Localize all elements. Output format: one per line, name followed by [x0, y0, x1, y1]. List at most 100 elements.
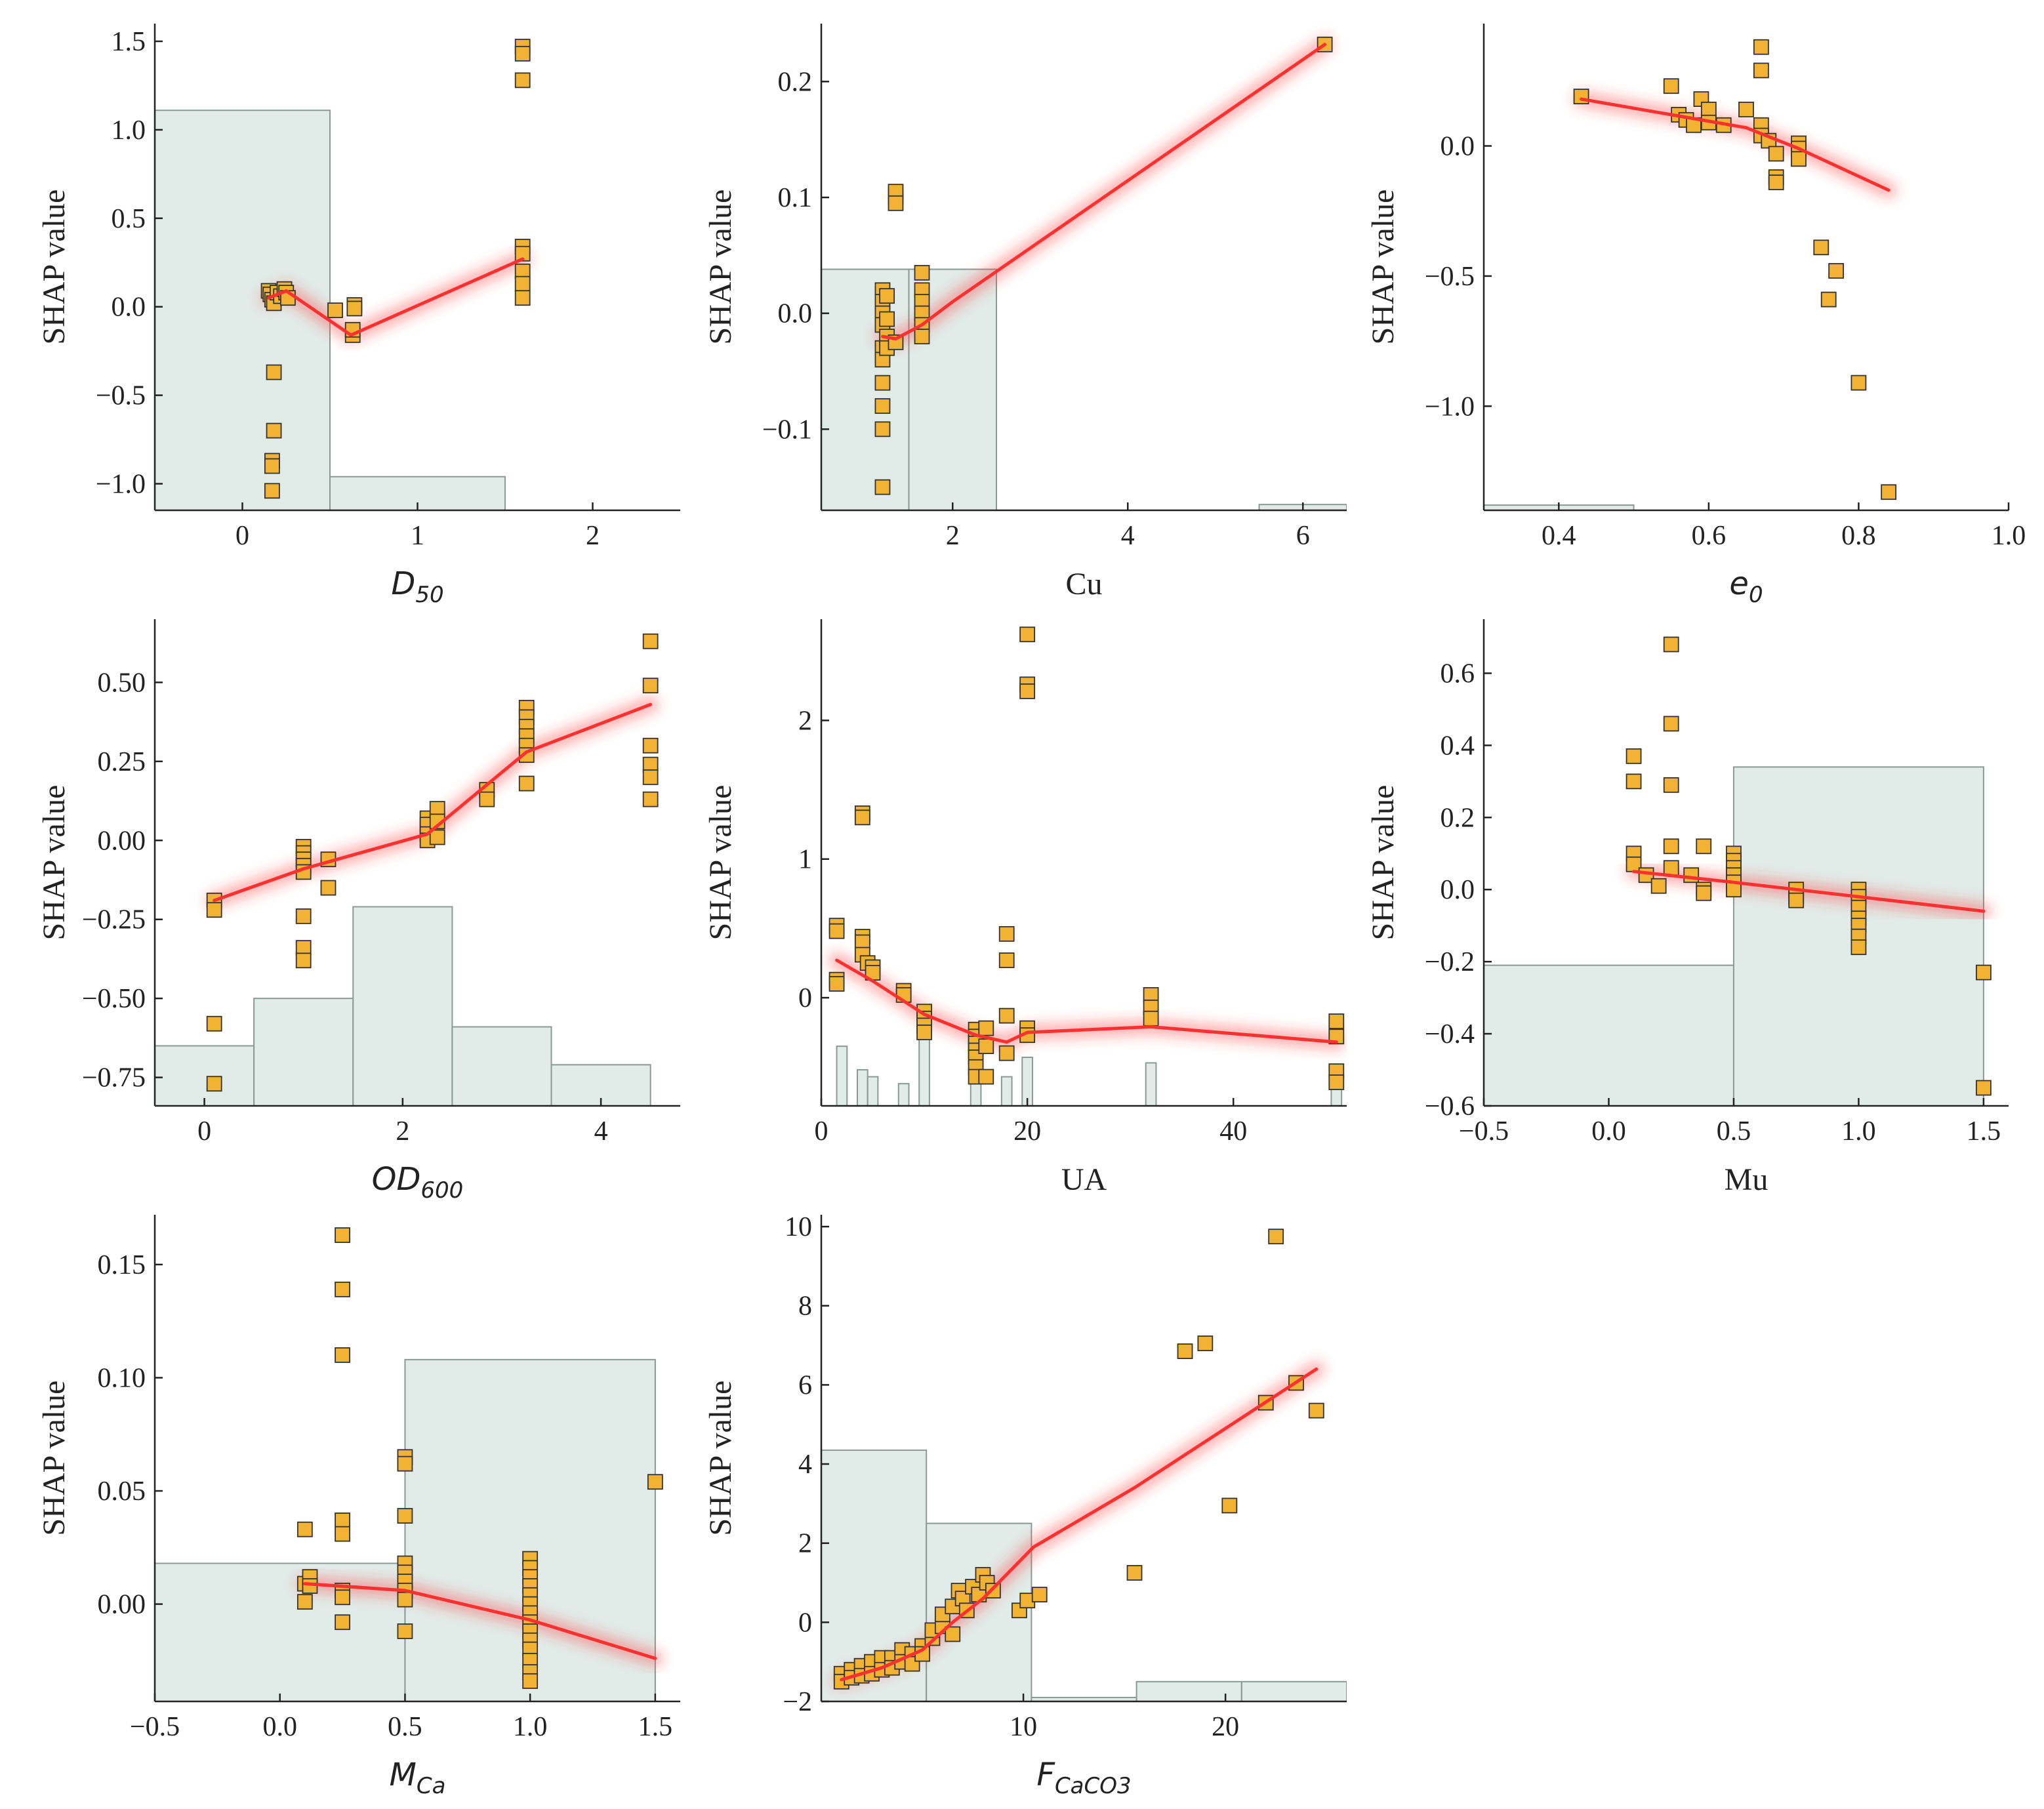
x-tick-label: 4: [594, 1116, 608, 1147]
panel-d50: 0 1 2 −1.0 −0.5 0.0 0.5 1.0 1.5 SHAP value D50: [37, 24, 680, 608]
shap-point-6: [1700, 102, 1717, 117]
shap-point-6: [874, 375, 891, 391]
x-axis-label: UA: [1061, 1162, 1107, 1197]
y-tick-label: 0.2: [1441, 803, 1475, 833]
shap-point-11: [335, 1589, 350, 1606]
y-tick-label: 0: [798, 1608, 812, 1638]
plot-area: [821, 35, 1347, 510]
shap-point-41: [1328, 1028, 1345, 1045]
histogram-bar-4: [918, 1038, 930, 1106]
shap-point-26: [978, 1038, 994, 1054]
y-tick-label: −0.5: [1425, 262, 1475, 292]
x-tick-label: 1.5: [1967, 1116, 2001, 1147]
shap-point-1: [206, 902, 222, 918]
y-tick-label: 0.15: [98, 1250, 146, 1280]
shap-point-29: [518, 775, 535, 792]
y-tick-label: −0.1: [762, 415, 812, 445]
plot-area: [1484, 636, 1992, 1106]
shap-point-1: [828, 923, 845, 939]
shap-point-32: [642, 737, 659, 754]
shap-point-25: [514, 275, 531, 292]
y-tick-label: 4: [798, 1450, 812, 1480]
y-tick-label: −0.50: [82, 984, 146, 1014]
shap-point-20: [514, 45, 531, 62]
y-tick-label: −0.5: [96, 381, 146, 411]
x-tick-label: 20: [1212, 1712, 1239, 1742]
y-tick-label: −0.6: [1425, 1091, 1475, 1122]
shap-point-17: [888, 195, 904, 211]
x-axis-label: e0: [1729, 565, 1763, 608]
shap-point-32: [1976, 1080, 1992, 1096]
y-tick-label: 0.4: [1441, 731, 1475, 761]
x-tick-label: 0: [197, 1116, 211, 1147]
y-tick-label: 0.0: [1441, 131, 1475, 161]
shap-point-37: [1197, 1335, 1214, 1351]
shap-point-12: [264, 458, 280, 474]
shap-point-7: [1663, 716, 1679, 732]
shap-point-10: [1753, 39, 1769, 55]
trend-line: [1632, 870, 1986, 913]
shap-point-25: [978, 1020, 994, 1036]
shap-point-17: [1768, 174, 1784, 190]
x-axis-label: Cu: [1065, 567, 1102, 601]
shap-point-23: [1828, 263, 1845, 279]
y-tick-label: 6: [798, 1370, 812, 1400]
x-tick-label: 4: [1121, 521, 1135, 551]
shap-point-6: [1663, 636, 1679, 653]
x-tick-label: 6: [1296, 521, 1310, 551]
x-tick-label: 40: [1219, 1116, 1247, 1147]
shap-point-27: [978, 1068, 994, 1085]
shap-point-2: [296, 1594, 313, 1610]
y-tick-label: 0.00: [98, 826, 146, 856]
y-axis-label: SHAP value: [703, 190, 738, 345]
shap-point-26: [514, 290, 531, 306]
shap-point-11: [1753, 62, 1769, 79]
shap-point-21: [514, 72, 531, 89]
shap-point-5: [854, 809, 870, 826]
shap-point-13: [320, 880, 337, 896]
x-tick-label: 0.8: [1841, 521, 1876, 551]
trend-line-glow: [1572, 91, 1898, 199]
shap-point-14: [327, 302, 343, 319]
x-tick-label: 0: [235, 521, 249, 551]
shap-point-40: [1328, 1013, 1345, 1029]
shap-point-9: [266, 364, 282, 380]
x-tick-label: 0.4: [1542, 521, 1576, 551]
shap-point-10: [1663, 860, 1679, 876]
shap-point-9: [1738, 102, 1754, 117]
shap-point-42: [1308, 1402, 1324, 1419]
x-tick-label: 1: [411, 521, 424, 551]
shap-point-9: [295, 908, 312, 924]
shap-point-2: [206, 1015, 222, 1032]
shap-point-14: [1696, 885, 1712, 901]
x-axis-label: D50: [391, 565, 443, 608]
shap-point-20: [1791, 151, 1807, 167]
y-tick-label: 1: [798, 845, 812, 875]
shap-point-23: [945, 1626, 961, 1642]
shap-point-9: [335, 1526, 350, 1542]
plot-area: [1484, 39, 1898, 510]
x-tick-label: −0.5: [130, 1712, 180, 1742]
y-tick-label: 2: [798, 1529, 812, 1559]
trend-line: [835, 958, 1338, 1044]
trend-line: [881, 43, 1327, 340]
histogram-bar-3: [897, 1083, 910, 1106]
histogram-bar-1: [856, 1069, 869, 1106]
shap-point-30: [642, 633, 659, 649]
x-tick-label: 20: [1013, 1116, 1041, 1147]
shap-point-3: [828, 976, 845, 992]
shap-point-11: [295, 952, 312, 969]
histogram-bar-6: [1000, 1076, 1013, 1106]
y-tick-label: 1.0: [112, 115, 146, 146]
shap-point-1: [1625, 773, 1642, 790]
histogram-bar-4: [1240, 1680, 1347, 1701]
y-tick-label: 0.00: [98, 1590, 146, 1620]
x-tick-label: 0.5: [1717, 1116, 1751, 1147]
x-tick-label: 2: [396, 1116, 409, 1147]
shap-point-34: [1019, 683, 1036, 699]
panel-mca: −0.5 0.0 0.5 1.0 1.5 0.00 0.05 0.10 0.15 SHAP val…: [37, 1215, 680, 1799]
histogram-bar-3: [451, 1026, 552, 1106]
shap-point-21: [1813, 239, 1829, 256]
plot-area: [821, 1229, 1347, 1701]
